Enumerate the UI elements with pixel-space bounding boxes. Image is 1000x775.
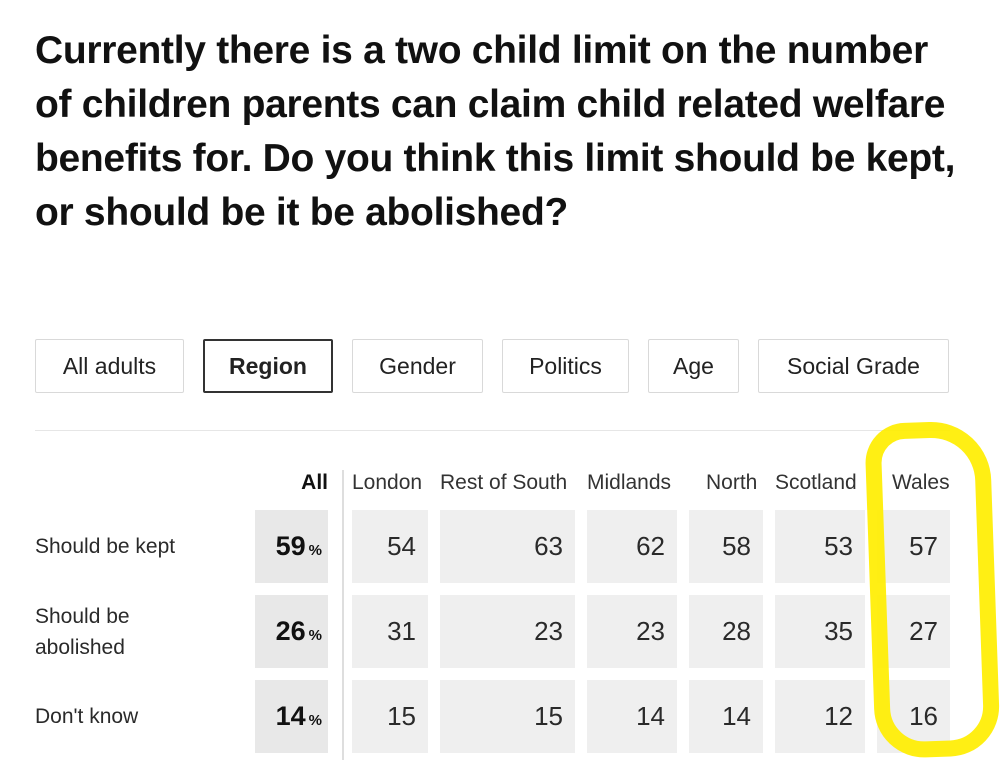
cell-london-dont-know: 15 — [352, 680, 428, 753]
tab-region[interactable]: Region — [203, 339, 333, 393]
cell-london-should-be-kept: 54 — [352, 510, 428, 583]
tab-politics[interactable]: Politics — [502, 339, 629, 393]
cell-london-should-be-abolished: 31 — [352, 595, 428, 668]
column-header-scotland: Scotland — [775, 471, 857, 494]
column-header-rest-of-south: Rest of South — [440, 471, 568, 494]
cell-all-dont-know: 14% — [255, 680, 328, 753]
yellow-highlight-annotation — [864, 419, 1000, 760]
question-title: Currently there is a two child limit on … — [35, 29, 956, 234]
cell-rest-of-south-should-be-abolished: 23 — [440, 595, 575, 668]
tab-all-adults[interactable]: All adults — [35, 339, 184, 393]
cell-wales-should-be-kept: 57 — [877, 510, 950, 583]
cell-scotland-should-be-abolished: 35 — [775, 595, 865, 668]
tab-social-grade[interactable]: Social Grade — [758, 339, 949, 393]
tab-age[interactable]: Age — [648, 339, 739, 393]
row-label-should-be-kept: Should be kept — [35, 535, 176, 558]
cell-wales-should-be-abolished: 27 — [877, 595, 950, 668]
cell-rest-of-south-should-be-kept: 63 — [440, 510, 575, 583]
cell-all-should-be-kept: 59% — [255, 510, 328, 583]
column-header-midlands: Midlands — [587, 471, 672, 494]
column-separator — [342, 470, 344, 760]
cell-scotland-dont-know: 12 — [775, 680, 865, 753]
row-label-should-be-abolished: Should be abolished — [35, 605, 130, 659]
cell-midlands-dont-know: 14 — [587, 680, 677, 753]
cell-midlands-should-be-abolished: 23 — [587, 595, 677, 668]
cell-scotland-should-be-kept: 53 — [775, 510, 865, 583]
column-header-london: London — [352, 471, 423, 494]
cell-north-should-be-abolished: 28 — [689, 595, 763, 668]
row-label-dont-know: Don't know — [35, 705, 139, 728]
cell-all-should-be-abolished: 26% — [255, 595, 328, 668]
column-header-wales: Wales — [892, 471, 950, 494]
cell-north-dont-know: 14 — [689, 680, 763, 753]
section-divider — [35, 430, 950, 431]
cell-wales-dont-know: 16 — [877, 680, 950, 753]
cell-rest-of-south-dont-know: 15 — [440, 680, 575, 753]
column-header-all: All — [301, 471, 328, 494]
column-header-north: North — [706, 471, 758, 494]
tab-gender[interactable]: Gender — [352, 339, 483, 393]
cell-midlands-should-be-kept: 62 — [587, 510, 677, 583]
cell-north-should-be-kept: 58 — [689, 510, 763, 583]
